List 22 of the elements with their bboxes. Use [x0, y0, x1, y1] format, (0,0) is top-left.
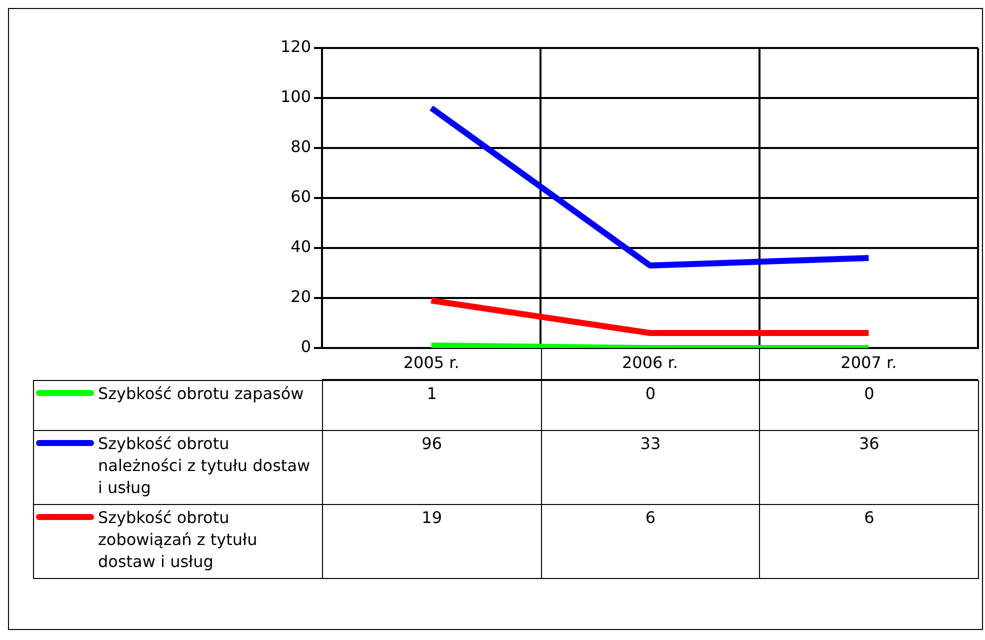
x-tick-label: 2005 r. [403, 352, 460, 372]
legend-label: Szybkość obrotu należności z tytułu dostaw i usług [98, 434, 310, 497]
y-tick-label: 40 [290, 237, 311, 256]
data-label: 0 [541, 380, 760, 430]
data-label: 33 [541, 430, 760, 504]
y-tick-label: 0 [300, 337, 311, 356]
data-label: 36 [760, 430, 978, 504]
legend-label: Szybkość obrotu zobowiązań z tytułu dostaw i usług [98, 508, 258, 571]
data-label: 6 [760, 504, 978, 578]
data-label: 0 [760, 380, 978, 430]
data-label: 19 [322, 504, 542, 578]
data-label: 1 [322, 380, 542, 430]
y-tick-label: 20 [290, 287, 311, 306]
y-tick-label: 100 [280, 87, 311, 106]
y-tick-label: 120 [280, 37, 311, 56]
x-tick-label: 2006 r. [622, 352, 678, 372]
data-label: 96 [322, 430, 542, 504]
legend-label: Szybkość obrotu zapasów [98, 384, 304, 403]
y-tick-label: 60 [290, 187, 311, 206]
y-tick-label: 80 [290, 137, 311, 156]
x-tick-label: 2007 r. [840, 352, 897, 372]
data-label: 6 [541, 504, 760, 578]
